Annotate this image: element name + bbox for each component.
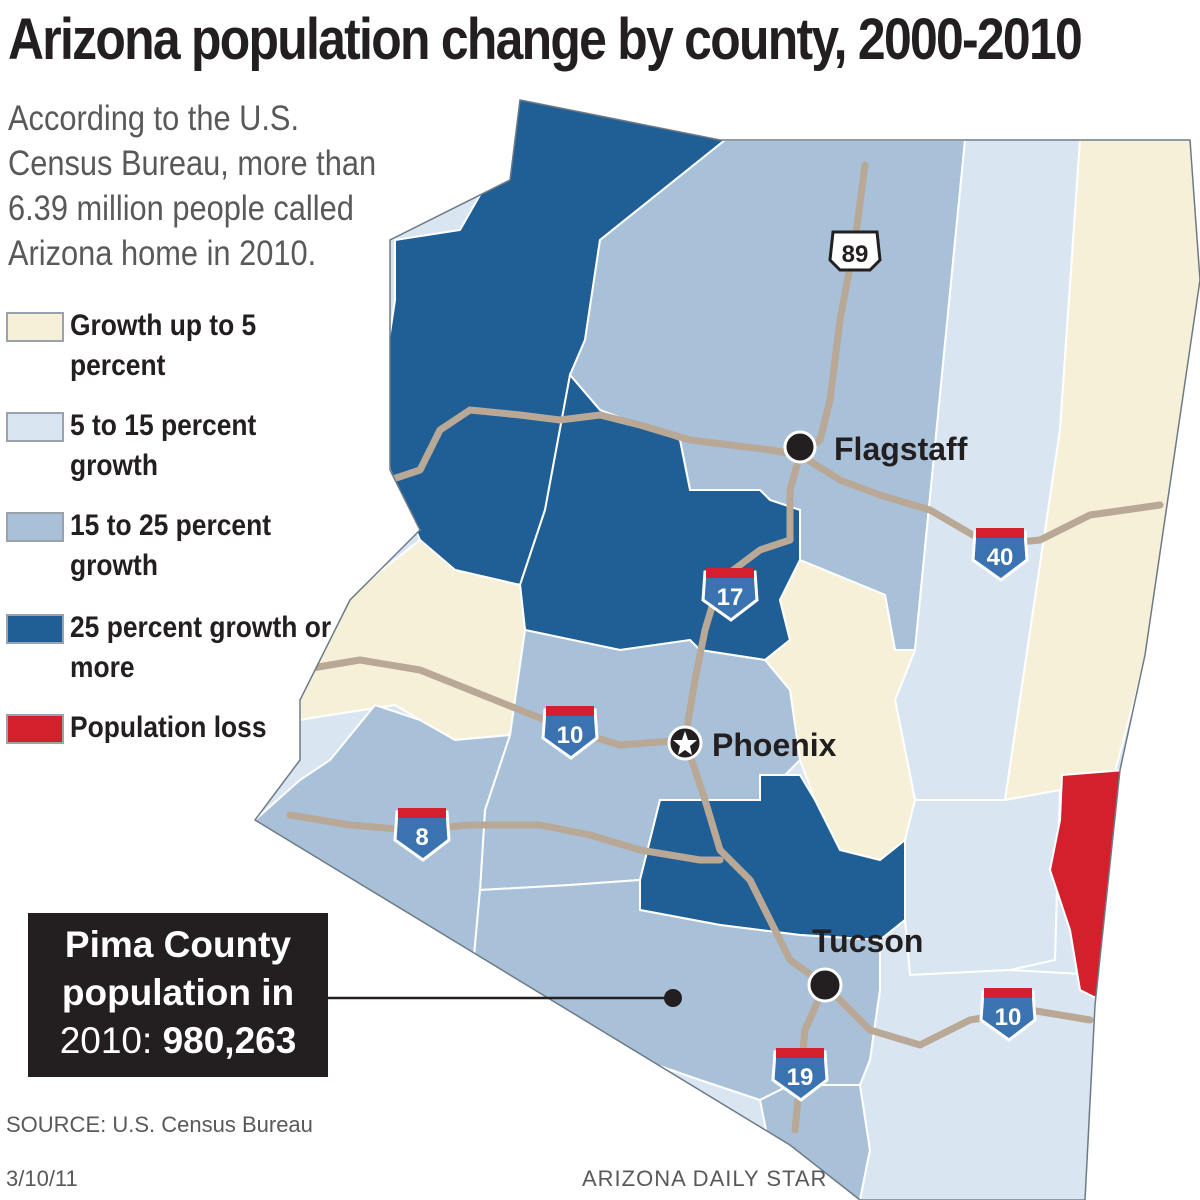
legend-label: 25 percent growth or more bbox=[70, 611, 332, 684]
callout-value: 980,263 bbox=[162, 1020, 297, 1061]
source-note: SOURCE: U.S. Census Bureau bbox=[6, 1112, 313, 1137]
i-19-shield: 19 bbox=[771, 1048, 829, 1102]
i-8-shield: 8 bbox=[393, 808, 451, 862]
publisher-credit: ARIZONA DAILY STAR bbox=[582, 1166, 828, 1191]
i-17-label: 17 bbox=[717, 584, 744, 611]
legend-swatch bbox=[6, 412, 64, 442]
legend-swatch bbox=[6, 512, 64, 542]
publish-date: 3/10/11 bbox=[6, 1166, 78, 1191]
city-tucson: Tucson bbox=[807, 923, 923, 1003]
flagstaff-label: Flagstaff bbox=[834, 431, 968, 467]
us-89-label: 89 bbox=[842, 241, 869, 268]
us-89-shield: 89 bbox=[828, 230, 882, 272]
page-title: Arizona population change by county, 200… bbox=[8, 7, 1083, 72]
legend-label: Growth up to 5 percent bbox=[70, 309, 257, 382]
callout-line-1: Pima County bbox=[64, 924, 292, 965]
intro-text: According to the U.S. Census Bureau, mor… bbox=[8, 99, 377, 273]
pima-county-callout: Pima County population in 2010: 980,263 bbox=[28, 913, 328, 1077]
city-flagstaff: Flagstaff bbox=[783, 430, 968, 467]
callout-line-3: 2010: 980,263 bbox=[28, 1017, 328, 1065]
i-19-label: 19 bbox=[787, 1064, 814, 1091]
legend-swatch bbox=[6, 614, 64, 644]
callout-prefix: 2010: bbox=[59, 1020, 163, 1061]
i-40-shield: 40 bbox=[971, 528, 1029, 582]
legend-label: 5 to 15 percent growth bbox=[70, 409, 257, 482]
county-graham bbox=[904, 788, 1062, 977]
legend-swatch bbox=[6, 714, 64, 744]
i-40-label: 40 bbox=[987, 544, 1014, 571]
flagstaff-marker-icon bbox=[783, 430, 817, 464]
state-outline bbox=[253, 99, 1200, 1200]
tucson-label: Tucson bbox=[812, 923, 923, 959]
legend-label: Population loss bbox=[70, 711, 267, 744]
tucson-marker-icon bbox=[807, 967, 843, 1003]
city-phoenix: Phoenix bbox=[667, 725, 837, 763]
legend-label: 15 to 25 percent growth bbox=[70, 509, 272, 582]
i-10-east-label: 10 bbox=[995, 1004, 1022, 1031]
i-8-label: 8 bbox=[415, 824, 428, 851]
capital-star-icon bbox=[673, 731, 697, 755]
callout-line-2: population in bbox=[61, 972, 295, 1013]
county-cochise bbox=[858, 918, 1102, 1200]
callout-leader bbox=[328, 989, 682, 1007]
i-10-west-label: 10 bbox=[557, 722, 584, 749]
i-17-shield: 17 bbox=[701, 568, 759, 622]
legend-swatch bbox=[6, 312, 64, 342]
i-10-west-shield: 10 bbox=[541, 706, 599, 760]
i-10-east-shield: 10 bbox=[979, 988, 1037, 1042]
phoenix-label: Phoenix bbox=[712, 727, 837, 763]
